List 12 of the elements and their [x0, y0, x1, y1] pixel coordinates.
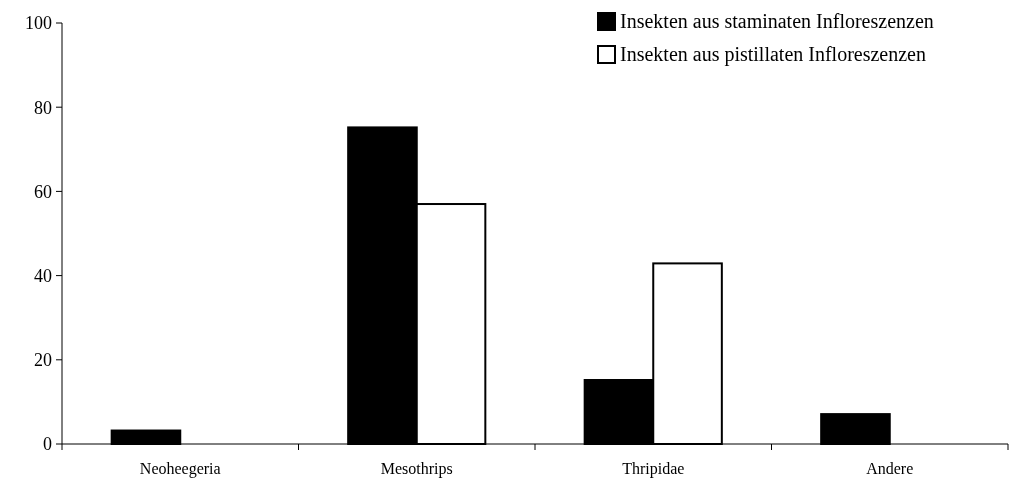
y-tick-label: 0	[43, 434, 52, 455]
y-tick-label: 20	[34, 350, 52, 371]
y-tick-label: 80	[34, 97, 52, 118]
legend-label: Insekten aus staminaten Infloreszenzen	[620, 10, 934, 32]
y-tick-label: 40	[34, 265, 52, 286]
y-tick-label: 60	[34, 181, 52, 202]
legend-label: Insekten aus pistillaten Infloreszenzen	[620, 43, 926, 66]
x-tick-label: Thripidae	[622, 460, 685, 478]
x-tick-label: Andere	[866, 460, 914, 477]
y-tick-label: 100	[25, 13, 52, 34]
x-tick-label: Mesothrips	[380, 460, 453, 478]
x-tick-label: Neoheegeria	[139, 460, 221, 478]
